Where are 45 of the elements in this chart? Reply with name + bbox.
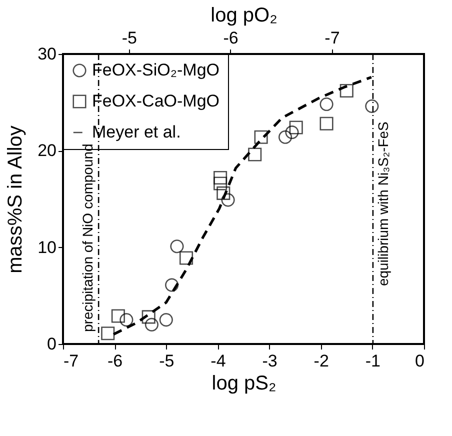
point [214,170,228,185]
y-tick-label: 0 [47,334,56,354]
y-tick-label: 20 [38,141,56,160]
point [248,148,262,162]
point [320,116,334,130]
x2-tick-label: -7 [324,28,340,48]
x-axis-title: log pS₂ [212,372,276,394]
x-tick-label: -7 [64,352,79,370]
x2-axis-title: log pO₂ [210,4,278,26]
x-tick-label: -1 [365,352,380,370]
point [142,310,156,324]
x-tick-label: -4 [210,352,226,370]
legend-label: FeOX-SiO₂-MgO [92,60,220,80]
x2-tick-label: -5 [122,28,137,48]
point [179,251,194,265]
point [101,326,115,340]
point [111,309,125,323]
x-tick-label: -5 [159,352,174,370]
x-tick-label: -3 [262,352,278,370]
x-tick-label: 0 [415,352,424,370]
x-tick-label: -2 [314,352,329,370]
point [320,98,334,112]
point [120,313,134,327]
ref-line-label: precipitation of NiO compound [80,144,96,332]
y-tick-label: 10 [38,238,56,257]
point [254,130,268,144]
ref-line-label: equilibrium with Ni₃S₂-FeS [374,122,391,286]
y-axis-title: mass%S in Alloy [4,126,27,274]
point [285,126,299,140]
point [165,278,179,292]
legend-label: FeOX-CaO-MgO [92,92,220,110]
x-tick-label: -6 [108,352,123,370]
point [159,313,173,327]
point [278,130,292,144]
point [221,193,235,207]
point [216,186,230,200]
y-tick-label: 30 [38,44,56,64]
point [170,240,184,254]
x2-tick-label: -6 [223,28,238,48]
point [144,318,158,332]
point [214,176,228,190]
point [340,84,354,98]
point [289,120,303,134]
point [365,99,379,113]
legend-label: Meyer et al. [92,122,181,142]
